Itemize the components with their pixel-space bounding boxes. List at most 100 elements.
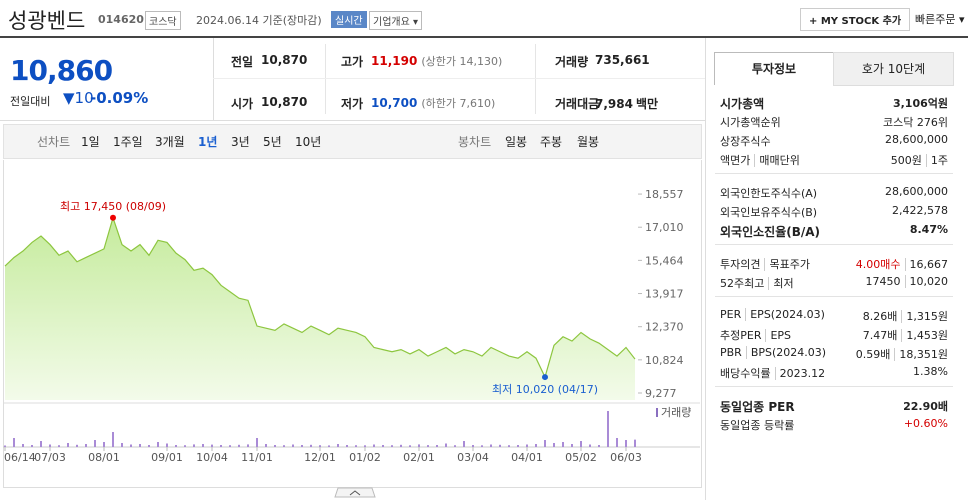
volume-bar [166, 443, 168, 447]
period-option[interactable]: 1년 [198, 135, 218, 149]
quote-number: 10,870 [261, 53, 308, 67]
x-tick-label: 07/03 [34, 451, 66, 464]
quote-label: 시가 [231, 97, 254, 111]
info-label: 추정PER EPS [720, 327, 792, 343]
quote-number: 7,984 [595, 97, 633, 111]
period-option[interactable]: 월봉 [577, 135, 600, 149]
volume-bar [238, 444, 240, 447]
volume-bar [220, 445, 222, 447]
volume-bar [625, 440, 627, 447]
volume-bar [490, 444, 492, 447]
low-marker [542, 374, 548, 381]
info-value: 28,600,000 [885, 185, 948, 201]
period-option[interactable]: 1일 [81, 135, 100, 149]
label-part: 배당수익률 [720, 367, 771, 380]
volume-bar [553, 443, 555, 447]
info-label: 동일업종 등락률 [720, 417, 794, 433]
volume-bar [427, 445, 429, 447]
group-divider [715, 296, 953, 297]
x-tick-label: 10/04 [196, 451, 228, 464]
quote-label: 거래량 [555, 55, 589, 69]
period-option[interactable]: 3년 [231, 135, 250, 149]
volume-bar [337, 444, 339, 447]
tab[interactable]: 투자정보 [714, 52, 834, 85]
divider [213, 38, 214, 120]
y-tick-label: 9,277 [645, 387, 677, 400]
label-part: PER [720, 308, 742, 321]
label-part: 외국인보유주식수(B) [720, 206, 818, 219]
label-part: EPS(2024.03) [745, 308, 825, 321]
info-label: 상장주식수 [720, 133, 771, 149]
info-row: 외국인한도주식수(A) 28,600,000 [720, 185, 948, 201]
value-part: 17450 [865, 275, 901, 288]
info-value: 8.26배 1,315원 [863, 308, 948, 324]
volume-bar [409, 445, 411, 447]
collapse-handle[interactable] [334, 487, 376, 498]
x-tick-label: 05/02 [565, 451, 597, 464]
volume-bar [382, 445, 384, 447]
volume-bar [211, 444, 213, 447]
info-label: 시가총액순위 [720, 114, 781, 130]
volume-bar [598, 445, 600, 447]
period-option[interactable]: 5년 [263, 135, 282, 149]
value-part: 0.59배 [855, 348, 891, 361]
volume-bar [589, 444, 591, 447]
period-option[interactable]: 주봉 [540, 135, 563, 149]
x-tick-label: 01/02 [349, 451, 381, 464]
label-part: 매매단위 [754, 154, 800, 167]
info-row: 투자의견 목표주가 4.00매수 16,667 [720, 256, 948, 272]
quick-order-text: 빠른주문 [915, 13, 956, 26]
period-option[interactable]: 일봉 [505, 135, 528, 149]
overview-button[interactable]: 기업개요 ▾ [369, 11, 423, 30]
period-bar [3, 124, 702, 159]
info-value: 4.00매수 16,667 [856, 256, 948, 272]
volume-bar [346, 445, 348, 447]
info-row: 외국인보유주식수(B) 2,422,578 [720, 204, 948, 220]
area-fill [5, 217, 635, 400]
volume-bar [526, 444, 528, 447]
quote-unit: 백만 [635, 97, 659, 111]
volume-bar [229, 445, 231, 447]
quote-value: 735,661 [595, 53, 650, 67]
mystock-button[interactable]: + MY STOCK 추가 [800, 8, 911, 31]
volume-icon [656, 408, 658, 417]
quote-label: 전일 [231, 55, 254, 69]
divider [325, 44, 326, 114]
period-option[interactable]: 10년 [295, 135, 322, 149]
info-row: 동일업종 PER 22.90배 [720, 398, 948, 415]
info-row: 동일업종 등락률 +0.60% [720, 417, 948, 433]
volume-bar [355, 445, 357, 447]
x-tick-label: 06/03 [610, 451, 642, 464]
tab[interactable]: 호가 10단계 [833, 52, 954, 86]
volume-bar [400, 444, 402, 447]
volume-bar [517, 445, 519, 447]
label-part: 52주최고 [720, 277, 765, 290]
volume-bar [373, 444, 375, 447]
period-option[interactable]: 1주일 [113, 135, 143, 149]
collapse-arrow [349, 490, 361, 496]
value-part: 28,600,000 [885, 133, 948, 146]
info-value: +0.60% [904, 417, 948, 433]
quote-note: (하한가 7,610) [421, 97, 496, 110]
x-tick-label: 08/01 [88, 451, 120, 464]
info-value: 17450 10,020 [865, 275, 948, 291]
value-part: 28,600,000 [885, 185, 948, 198]
x-tick-label: 06/14 [4, 451, 36, 464]
volume-bar [445, 443, 447, 447]
period-option[interactable]: 3개월 [155, 135, 185, 149]
volume-bar [85, 444, 87, 447]
value-part: 1,315원 [901, 310, 948, 323]
volume-bar [481, 445, 483, 447]
volume-bar [265, 444, 267, 447]
label-part: 액면가 [720, 154, 751, 167]
label-part: BPS(2024.03) [745, 346, 827, 359]
info-value: 0.59배 18,351원 [856, 346, 948, 362]
info-label: PER EPS(2024.03) [720, 308, 825, 324]
volume-bar [571, 444, 573, 447]
info-row: PBR BPS(2024.03) 0.59배 18,351원 [720, 346, 948, 362]
quick-order[interactable]: 빠른주문 ▾ [915, 13, 965, 26]
change: ▼10 [63, 89, 94, 107]
label-part: EPS [765, 329, 792, 342]
value-part: 8.26배 [862, 310, 898, 323]
value-part: +0.60% [903, 417, 948, 430]
